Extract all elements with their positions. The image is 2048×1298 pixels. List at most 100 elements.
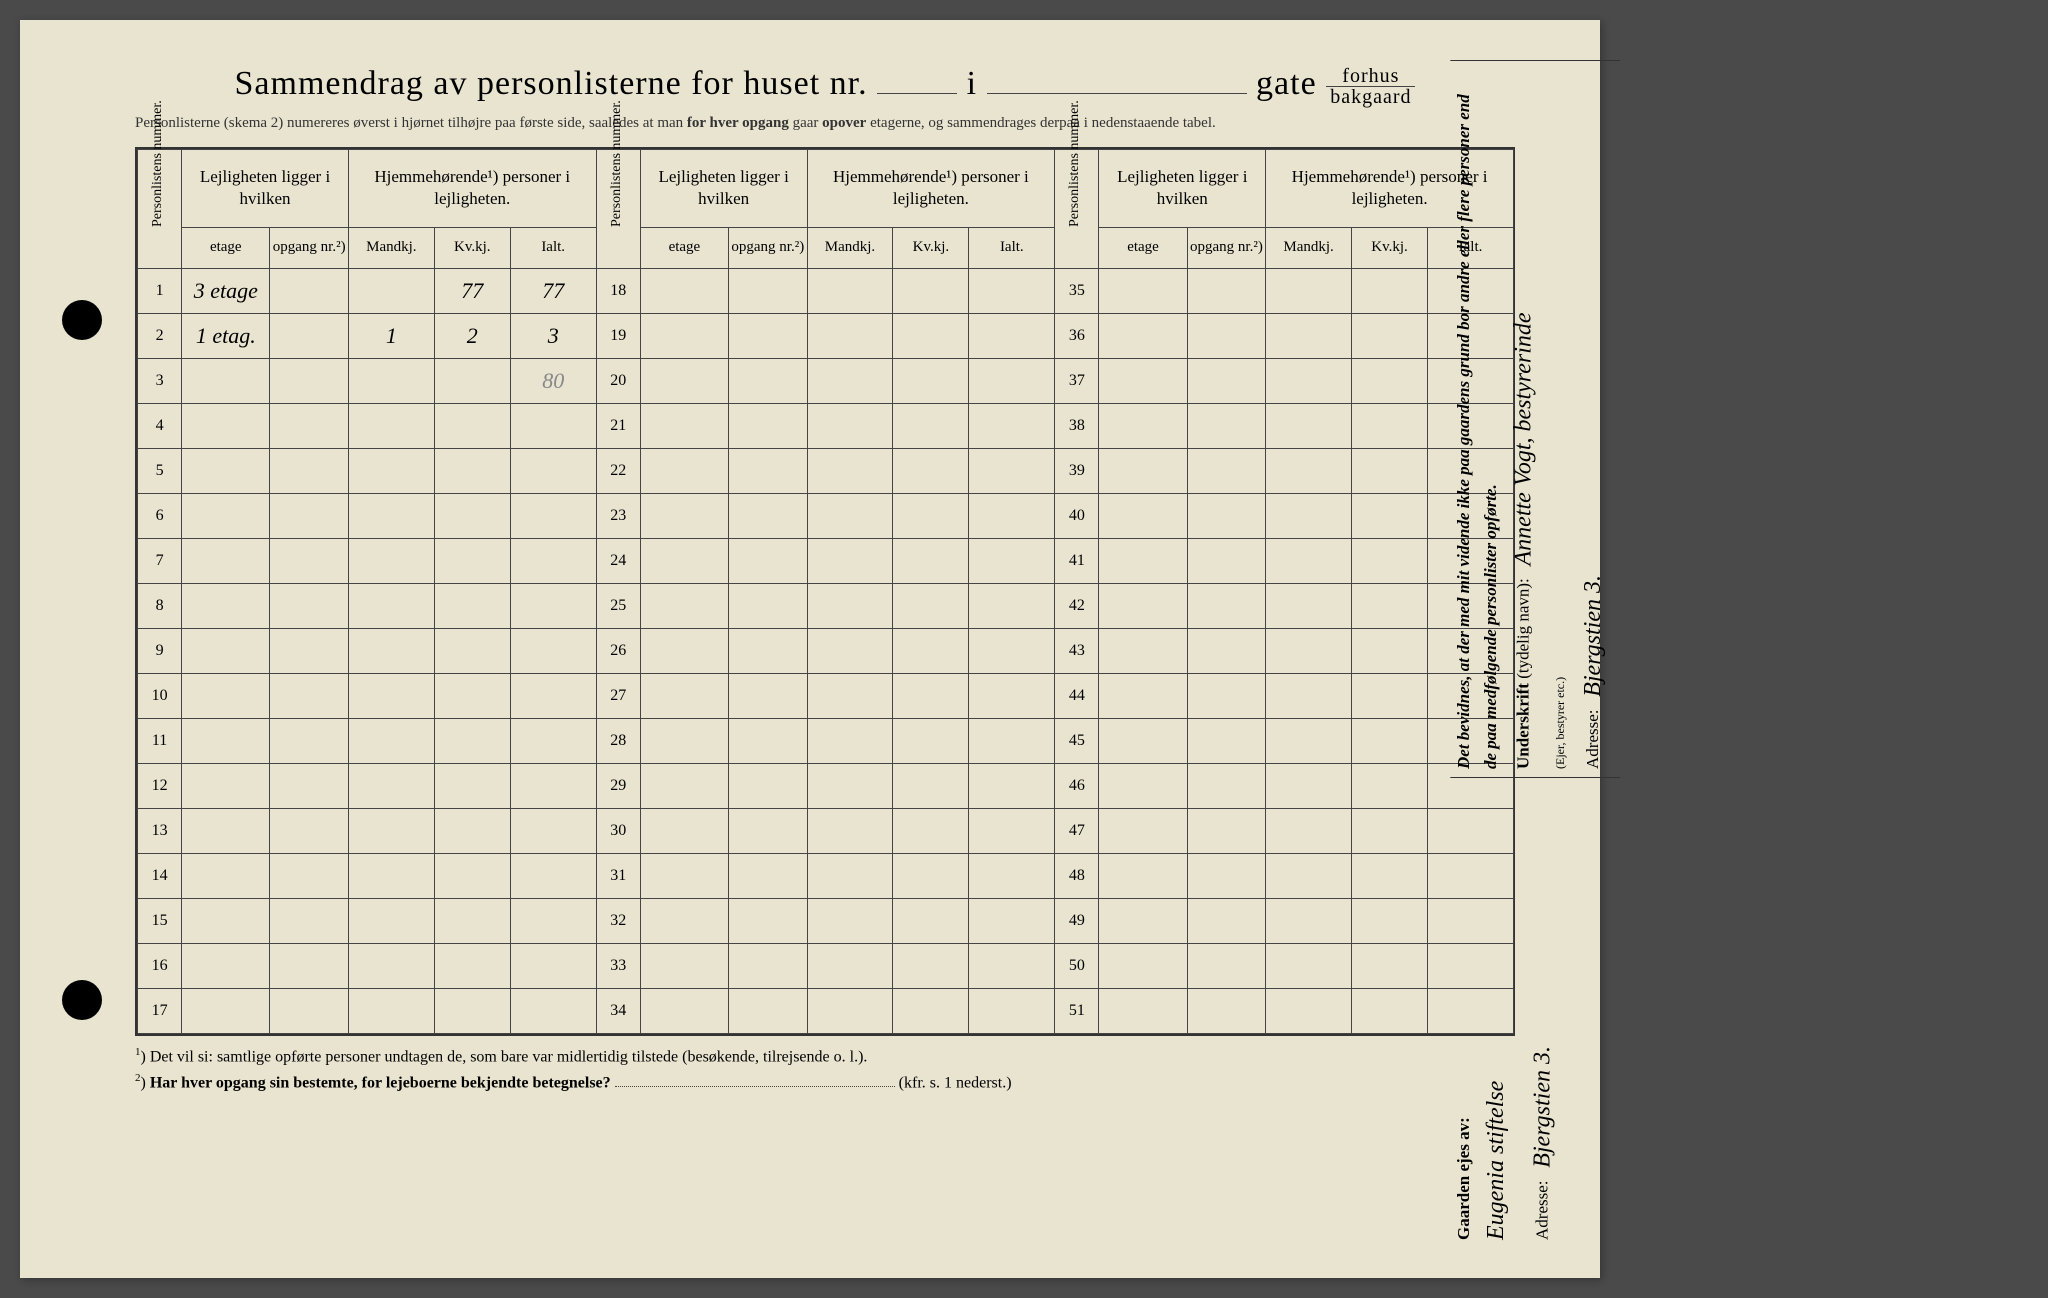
- table-row: 163350: [138, 943, 1514, 988]
- cell-k-c: [1351, 268, 1427, 313]
- cell-m-a: [348, 943, 434, 988]
- cell-k-a: [434, 448, 510, 493]
- row-num-a: 9: [138, 628, 182, 673]
- cell-etage-c: [1099, 898, 1187, 943]
- cell-k-a: [434, 403, 510, 448]
- cell-m-b: [807, 628, 893, 673]
- row-num-b: 21: [596, 403, 640, 448]
- cell-m-b: [807, 718, 893, 763]
- cell-m-b: [807, 268, 893, 313]
- table-row: 17 34 51: [138, 988, 1514, 1033]
- cell-k-c: [1351, 493, 1427, 538]
- cell-k-a: [434, 808, 510, 853]
- cell-k-c: [1351, 403, 1427, 448]
- table-row: 133047: [138, 808, 1514, 853]
- hdr-personlistens-b: Personlistens nummer.: [596, 149, 640, 268]
- cell-i-a: [510, 583, 596, 628]
- hdr-kvkj-a: Kv.kj.: [434, 227, 510, 268]
- title-fraction: forhus bakgaard: [1326, 66, 1415, 107]
- row-num-a: 11: [138, 718, 182, 763]
- cell-m-a: [348, 673, 434, 718]
- footnote-2-text: Har hver opgang sin bestemte, for lejebo…: [150, 1074, 611, 1091]
- hdr-lejligheten-c: Lejligheten ligger i hvilken: [1099, 149, 1266, 227]
- row-num-b: 34: [596, 988, 640, 1033]
- cell-k-c: [1351, 943, 1427, 988]
- hdr-lejligheten-a: Lejligheten ligger i hvilken: [182, 149, 349, 227]
- table-row: 92643: [138, 628, 1514, 673]
- cell-m-c: [1266, 628, 1352, 673]
- underskrift-value: Annette Vogt, bestyrerinde: [1510, 312, 1536, 565]
- cell-m-c: [1266, 583, 1352, 628]
- cell-etage-a: [182, 628, 270, 673]
- cell-i-a: [510, 538, 596, 583]
- cell-etage-a: [182, 943, 270, 988]
- row-num-a: 17: [138, 988, 182, 1033]
- cell-i-b: [969, 628, 1055, 673]
- row-num-c: 38: [1055, 403, 1099, 448]
- hdr-hjemme-a: Hjemmehørende¹) personer i lejligheten.: [348, 149, 596, 227]
- subtitle-b1: for hver opgang: [687, 115, 789, 131]
- adresse-label-2: Adresse:: [1533, 1181, 1552, 1240]
- footnote-2: 2) Har hver opgang sin bestemte, for lej…: [135, 1072, 1515, 1092]
- cell-m-a: [348, 628, 434, 673]
- cell-m-a: [348, 763, 434, 808]
- cell-etage-b: [640, 763, 728, 808]
- cell-opgang-b: [729, 538, 807, 583]
- cell-k-a: [434, 628, 510, 673]
- cell-etage-c: [1099, 448, 1187, 493]
- cell-opgang-b: [729, 628, 807, 673]
- cell-opgang-b: [729, 808, 807, 853]
- cell-m-c: [1266, 673, 1352, 718]
- hdr-kvkj-c: Kv.kj.: [1351, 227, 1427, 268]
- cell-k-b: [893, 583, 969, 628]
- cell-m-b: [807, 448, 893, 493]
- cell-etage-c: [1099, 808, 1187, 853]
- cell-k-c: [1351, 673, 1427, 718]
- cell-m-a: [348, 358, 434, 403]
- cell-i-b: [969, 718, 1055, 763]
- adresse-label-1: Adresse:: [1583, 710, 1602, 769]
- cell-etage-c: [1099, 493, 1187, 538]
- cell-opgang-c: [1187, 448, 1265, 493]
- cell-opgang-b: [729, 898, 807, 943]
- table-header: Personlistens nummer. Lejligheten ligger…: [138, 149, 1514, 268]
- cell-opgang-a: [270, 628, 348, 673]
- cell-etage-b: [640, 718, 728, 763]
- cell-etage-c: [1099, 538, 1187, 583]
- table-row: 82542: [138, 583, 1514, 628]
- row-num-a: 12: [138, 763, 182, 808]
- cell-i-a: [510, 808, 596, 853]
- cell-etage-c: [1099, 313, 1187, 358]
- cell-i-b: [969, 988, 1055, 1033]
- cell-m-b: [807, 358, 893, 403]
- cell-m-a: [348, 403, 434, 448]
- cell-k-a: [434, 763, 510, 808]
- row-num-b: 19: [596, 313, 640, 358]
- cell-etage-b: [640, 853, 728, 898]
- cell-opgang-a: [270, 943, 348, 988]
- cell-opgang-b: [729, 718, 807, 763]
- cell-i-a: 80: [510, 358, 596, 403]
- row-num-c: 51: [1055, 988, 1099, 1033]
- cell-m-a: [348, 853, 434, 898]
- attestation-section: Det bevidnes, at der med mit vidende ikk…: [1450, 60, 1620, 778]
- row-num-c: 35: [1055, 268, 1099, 313]
- cell-m-a: [348, 448, 434, 493]
- cell-etage-b: [640, 673, 728, 718]
- cell-k-a: [434, 943, 510, 988]
- cell-opgang-a: [270, 763, 348, 808]
- cell-opgang-b: [729, 358, 807, 403]
- main-content: Sammendrag av personlisterne for huset n…: [135, 65, 1515, 1098]
- cell-m-b: [807, 673, 893, 718]
- punch-hole-top: [62, 300, 102, 340]
- cell-k-a: [434, 853, 510, 898]
- cell-k-a: 77: [434, 268, 510, 313]
- row-num-c: 42: [1055, 583, 1099, 628]
- cell-etage-a: [182, 763, 270, 808]
- cell-etage-a: [182, 898, 270, 943]
- cell-m-c: [1266, 943, 1352, 988]
- cell-m-b: [807, 763, 893, 808]
- row-num-a: 4: [138, 403, 182, 448]
- cell-k-c: [1351, 988, 1427, 1033]
- cell-etage-b: [640, 583, 728, 628]
